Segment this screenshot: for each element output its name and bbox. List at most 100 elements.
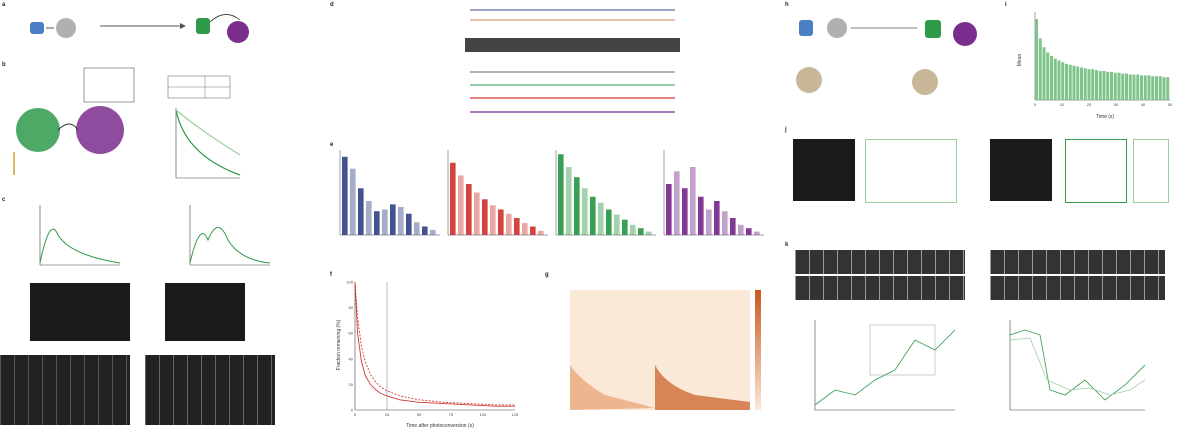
decay-bar <box>1102 70 1106 100</box>
survival-x-tick: 25 <box>385 412 390 417</box>
decay-bar <box>1065 63 1068 100</box>
decay-bar <box>1132 74 1136 100</box>
panel-f: f Time after photoconversion (s) Fractio… <box>330 270 530 429</box>
survival-y-tick: 20 <box>349 382 354 387</box>
micrograph-right <box>165 283 245 341</box>
gray-protein-shape <box>56 18 76 38</box>
decay-bar <box>1140 75 1143 100</box>
hist-bar <box>666 184 672 235</box>
decay-bar <box>1087 69 1091 100</box>
decay-x-tick: 50 <box>1168 102 1173 107</box>
blue-protein-shape <box>30 22 44 34</box>
hist-bar <box>490 205 496 235</box>
trajectory-j2 <box>1065 139 1127 203</box>
decay-bar <box>1158 76 1162 100</box>
decay-ylabel: Mean <box>1017 54 1023 67</box>
filmstrip-k1 <box>795 250 965 274</box>
hist-bar <box>690 167 696 235</box>
hist-bar <box>614 214 620 235</box>
survival-y-tick: 100 <box>346 280 353 285</box>
decay-bar <box>1106 71 1110 100</box>
hist-bar <box>406 213 412 235</box>
filmstrip-k2 <box>795 276 965 300</box>
panel-k: k <box>785 240 1177 429</box>
hist-bar <box>342 156 348 235</box>
green-protein-shape <box>196 18 210 34</box>
survival-y-tick: 0 <box>351 408 354 413</box>
hist-bar <box>506 213 512 235</box>
decay-bar <box>1110 71 1113 100</box>
decay-bar <box>1076 66 1080 100</box>
decay-x-tick: 30 <box>1114 102 1119 107</box>
hist-bar <box>682 188 688 235</box>
histogram-chart <box>339 150 764 236</box>
hist-bar <box>598 202 604 235</box>
panel-d: d <box>330 0 750 135</box>
panel-label-b: b <box>2 62 6 68</box>
decay-bar <box>1147 75 1151 100</box>
survival-series-line <box>354 281 515 407</box>
hist-bar <box>638 228 644 235</box>
panel-label-e: e <box>330 142 334 148</box>
decay-x-tick: 20 <box>1087 102 1092 107</box>
decay-bar <box>1050 56 1053 100</box>
decay-bar <box>1046 52 1050 100</box>
panel-label-j: j <box>785 127 787 133</box>
image-grid-left <box>0 355 130 425</box>
decay-bar <box>1072 65 1076 100</box>
panel-j: j <box>785 125 1177 240</box>
decay-x-tick: 0 <box>1034 102 1037 107</box>
decay-bar-chart: Time (s) Mean 0 10 20 30 40 50 <box>1017 12 1173 120</box>
decay-x-tick: 10 <box>1060 102 1065 107</box>
survival-xlabel: Time after photoconversion (s) <box>406 423 474 429</box>
hist-bar <box>482 199 488 235</box>
hist-bar <box>522 223 528 235</box>
panel-a: a <box>0 0 320 60</box>
decay-bar <box>1080 67 1083 100</box>
decay-bar <box>1061 62 1065 100</box>
hist-bar <box>458 175 464 235</box>
decay-bar <box>1038 38 1042 100</box>
panel-d-timeline <box>465 9 680 113</box>
panel-label-a: a <box>2 2 6 8</box>
purple-protein-shape <box>227 21 249 43</box>
panel-label-k: k <box>785 242 789 248</box>
hist-bar <box>498 209 504 235</box>
decay-bar <box>1113 72 1117 100</box>
panel-i: i Time (s) Mean 0 10 20 30 40 50 <box>1005 0 1177 120</box>
decay-x-tick: 40 <box>1141 102 1146 107</box>
hist-bar <box>674 171 680 235</box>
decay-bar <box>1128 74 1132 100</box>
hist-bar <box>738 224 744 235</box>
decay-bar <box>1068 64 1072 100</box>
hist-bar <box>582 188 588 235</box>
hist-bar <box>514 218 520 235</box>
decay-bar <box>1091 69 1095 100</box>
panel-c-spectra <box>39 205 271 266</box>
hist-bar <box>558 154 564 235</box>
panel-label-c: c <box>2 197 6 203</box>
survival-ylabel: Fraction remaining (%) <box>336 319 342 370</box>
hist-bar <box>374 211 380 235</box>
survival-y-tick: 60 <box>349 331 354 336</box>
hist-bar <box>382 209 388 235</box>
decay-bar <box>1162 77 1166 100</box>
micrograph-j2 <box>990 139 1052 201</box>
panel-g: g <box>545 270 770 429</box>
hist-bar <box>350 168 356 235</box>
hist-bar <box>730 218 736 235</box>
decay-bar <box>1117 72 1121 100</box>
hist-bar <box>574 177 580 235</box>
panel-label-d: d <box>330 2 334 8</box>
micrograph-j1 <box>793 139 855 201</box>
decay-bar <box>1083 68 1087 100</box>
survival-x-tick: 50 <box>417 412 422 417</box>
survival-x-tick: 0 <box>354 412 357 417</box>
panel-h: h <box>785 0 1005 120</box>
image-grid-right <box>145 355 275 425</box>
panel-b: b <box>0 60 320 190</box>
decay-bar <box>1098 70 1102 100</box>
decay-bar <box>1057 60 1061 100</box>
decay-bar <box>1035 19 1038 100</box>
hist-bar <box>714 201 720 235</box>
